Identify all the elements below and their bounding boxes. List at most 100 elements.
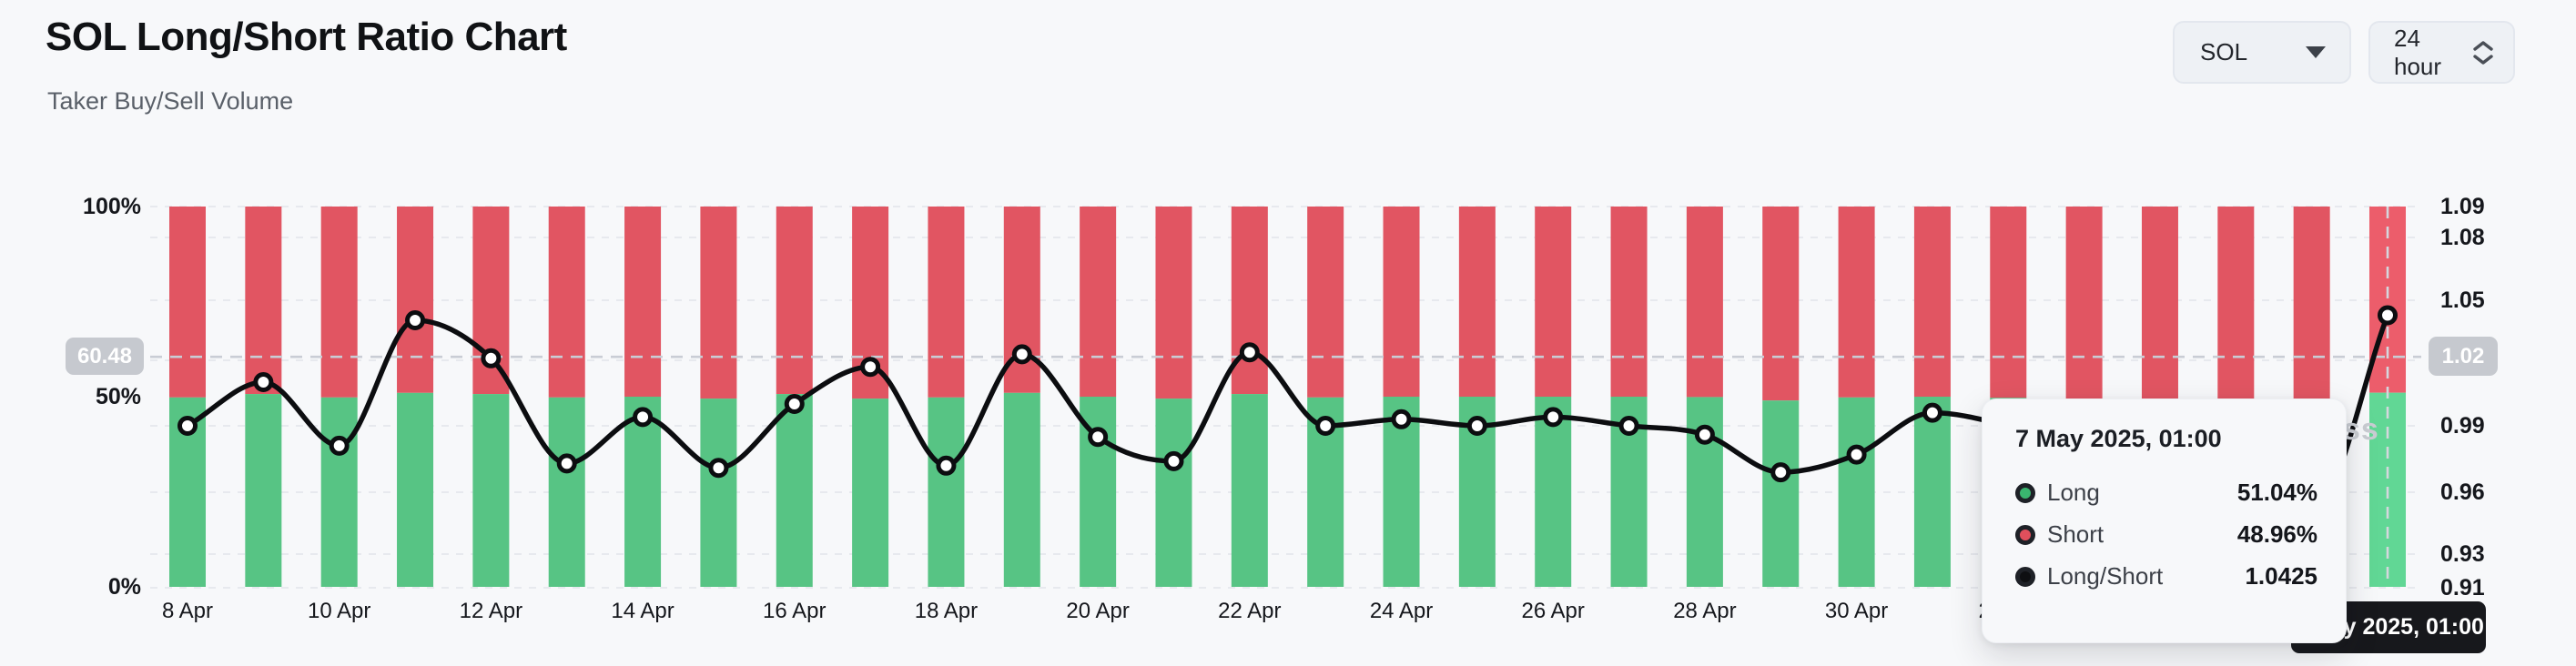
ratio-point <box>1011 344 1032 365</box>
up-down-chevrons-icon <box>2471 40 2495 66</box>
short-bar-segment <box>1686 207 1723 398</box>
long-bar-segment <box>700 399 737 587</box>
short-bar-segment <box>1155 207 1192 399</box>
long-bar-segment <box>1155 399 1192 587</box>
ratio-point <box>329 435 350 456</box>
left-axis-tick: 50% <box>95 384 141 409</box>
ratio-point <box>1694 424 1715 445</box>
long-bar-segment <box>245 394 282 587</box>
coin-select[interactable]: SOL <box>2173 21 2351 84</box>
page-subtitle: Taker Buy/Sell Volume <box>47 87 294 115</box>
right-axis-tick: 1.09 <box>2440 194 2485 219</box>
ratio-point <box>1239 342 1260 363</box>
long-bar-segment <box>1838 397 1875 587</box>
short-bar-segment <box>1610 207 1648 397</box>
short-bar-segment <box>1535 207 1572 397</box>
ratio-point <box>2378 305 2399 326</box>
short-bar-segment <box>1458 207 1496 397</box>
ratio-point <box>1391 409 1412 429</box>
tooltip-series-value: 51.04% <box>2236 479 2317 506</box>
tooltip-title: 7 May 2025, 01:00 <box>2015 425 2222 452</box>
tooltip-row: Long 51.04% <box>2015 479 2317 507</box>
short-bar-segment <box>1990 207 2027 399</box>
tooltip-series-label: Short <box>2047 520 2104 548</box>
x-axis-label: 28 Apr <box>1673 599 1737 623</box>
short-bar-segment <box>2065 207 2103 399</box>
tooltip-series-label: Long <box>2047 479 2100 506</box>
series-dot-icon <box>2015 482 2035 503</box>
short-bar-segment <box>2217 207 2255 401</box>
long-bar-segment <box>624 397 662 587</box>
tooltip-row: Long/Short 1.0425 <box>2015 562 2317 590</box>
long-bar-segment <box>776 394 813 587</box>
right-axis-tick: 0.99 <box>2440 413 2485 439</box>
short-bar-segment <box>700 207 737 399</box>
chevron-down-icon <box>2306 46 2326 58</box>
short-bar-segment <box>2141 207 2178 400</box>
ratio-point <box>936 455 957 476</box>
ratio-point <box>1163 450 1184 471</box>
ratio-point <box>1466 416 1487 436</box>
ratio-point <box>1922 402 1942 423</box>
ratio-point <box>860 357 881 378</box>
tooltip-row: Short 48.96% <box>2015 520 2317 549</box>
long-bar-segment <box>472 394 510 587</box>
x-axis-label: 8 Apr <box>161 599 214 623</box>
series-dot-icon <box>2015 566 2035 587</box>
coin-select-value: SOL <box>2200 38 2248 66</box>
long-bar-segment <box>1535 397 1572 587</box>
ratio-point <box>1088 427 1109 448</box>
series-dot-icon <box>2015 524 2035 545</box>
short-bar-segment <box>1838 207 1875 398</box>
tooltip-series-label: Long/Short <box>2047 562 2164 590</box>
ratio-point <box>556 453 577 474</box>
x-axis-label: 10 Apr <box>307 599 371 623</box>
short-bar-segment <box>1913 207 1951 397</box>
long-bar-segment <box>1762 400 1800 587</box>
page-title: SOL Long/Short Ratio Chart <box>46 15 567 59</box>
interval-select-value: 24 hour <box>2394 24 2442 80</box>
ratio-point <box>1315 416 1336 436</box>
x-axis-label: 30 Apr <box>1824 599 1889 623</box>
long-bar-segment <box>397 392 434 587</box>
ratio-point <box>1543 407 1564 428</box>
short-bar-segment <box>928 207 965 398</box>
interval-select[interactable]: 24 hour <box>2368 21 2515 84</box>
long-bar-segment <box>1003 392 1040 587</box>
long-bar-segment <box>1913 397 1951 587</box>
x-axis-label: 26 Apr <box>1521 599 1585 623</box>
short-bar-segment <box>2293 207 2330 402</box>
right-axis-tick: 0.96 <box>2440 479 2485 505</box>
left-axis-tick: 100% <box>83 194 141 219</box>
left-axis-tick: 0% <box>107 574 141 600</box>
ratio-point <box>633 407 654 428</box>
tooltip-series-value: 48.96% <box>2236 520 2317 548</box>
long-bar-segment <box>852 399 889 587</box>
right-axis-tick: 0.91 <box>2440 575 2485 600</box>
ratio-point <box>1618 416 1639 436</box>
long-bar-segment <box>928 397 965 587</box>
ratio-point <box>1770 462 1791 483</box>
ratio-point <box>405 310 426 330</box>
x-axis-label: 18 Apr <box>914 599 979 623</box>
short-bar-segment <box>548 207 585 398</box>
long-bar-segment <box>1231 394 1268 587</box>
right-axis-tick: 0.93 <box>2440 541 2485 567</box>
short-bar-segment <box>776 207 813 395</box>
long-bar-segment <box>320 397 358 587</box>
short-bar-segment <box>1762 207 1800 401</box>
x-axis-label: 12 Apr <box>459 599 523 623</box>
long-bar-segment <box>548 397 585 587</box>
tooltip-series-value: 1.0425 <box>2245 562 2317 590</box>
x-axis-label: 14 Apr <box>611 599 674 623</box>
x-axis-label: 16 Apr <box>763 599 827 623</box>
crosshair-right-value-badge: 1.02 <box>2429 337 2498 376</box>
right-axis-tick: 1.08 <box>2440 225 2485 250</box>
short-bar-segment <box>1080 207 1117 397</box>
watermark: ss <box>2343 412 2379 447</box>
ratio-point <box>177 416 198 436</box>
x-axis-label: 24 Apr <box>1369 599 1434 623</box>
right-axis-tick: 1.05 <box>2440 288 2485 313</box>
